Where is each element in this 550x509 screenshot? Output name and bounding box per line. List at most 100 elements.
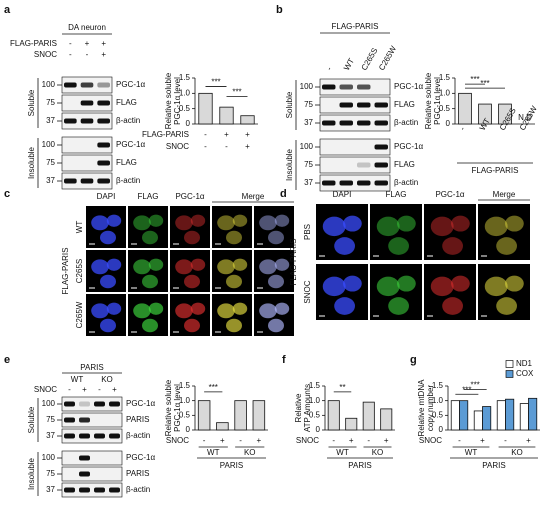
sign: - <box>98 385 101 394</box>
band-label: β-actin <box>394 118 418 127</box>
group-label: FLAG-PARIS <box>289 239 298 286</box>
nucleus <box>232 214 248 227</box>
nucleus <box>268 230 284 245</box>
sign: + <box>224 130 229 139</box>
blot-band <box>357 120 371 126</box>
panel-letter: g <box>410 354 417 366</box>
sign: - <box>367 436 370 445</box>
nucleus <box>274 302 290 315</box>
band-label: β-actin <box>126 485 150 494</box>
row-label: PBS <box>303 224 312 240</box>
band-label: PGC-1α <box>116 140 145 149</box>
band-label: PGC-1α <box>126 453 155 462</box>
row-label: C265W <box>75 301 84 328</box>
blot-band <box>64 401 75 407</box>
nucleus <box>397 275 416 292</box>
significance: *** <box>480 79 489 88</box>
nucleus <box>91 303 109 319</box>
nucleus <box>484 276 508 297</box>
blot-band <box>97 118 110 124</box>
blot-band <box>322 84 336 90</box>
marker-label: 100 <box>300 142 314 151</box>
blot-band <box>374 162 388 168</box>
marker-label: 75 <box>46 158 55 167</box>
annotation: N.D <box>518 113 532 122</box>
nucleus <box>133 259 151 275</box>
blot-band <box>374 120 388 126</box>
y-tick-label: 1.0 <box>439 88 451 97</box>
row-label: SNOC <box>419 436 442 445</box>
bar <box>458 92 472 125</box>
fraction-label: Soluble <box>285 91 294 118</box>
blot-band <box>79 487 90 493</box>
sign: - <box>504 436 507 445</box>
blot-band <box>109 433 120 439</box>
marker-label: 75 <box>304 100 313 109</box>
bar <box>197 400 211 431</box>
nucleus <box>259 259 277 275</box>
nucleus <box>100 318 116 333</box>
sign: - <box>204 142 207 151</box>
sign: - <box>458 436 461 445</box>
blot-band <box>374 180 388 186</box>
group-label: KO <box>244 448 256 457</box>
bar <box>380 408 393 431</box>
y-tick-label: 0 <box>186 425 191 434</box>
bar <box>362 401 375 431</box>
nucleus <box>259 215 277 231</box>
sign: + <box>526 436 531 445</box>
sign: + <box>257 436 262 445</box>
nucleus <box>451 275 470 292</box>
blot-band <box>322 120 336 126</box>
band-label: PARIS <box>126 469 149 478</box>
marker-label: 37 <box>304 118 313 127</box>
nucleus <box>133 215 151 231</box>
nucleus <box>148 258 164 271</box>
sign: + <box>245 130 250 139</box>
sign: + <box>480 436 485 445</box>
blot-band <box>94 401 105 407</box>
column-label: Merge <box>242 192 265 201</box>
blot-header: FLAG-PARIS <box>332 22 379 31</box>
y-tick-label: 0.5 <box>179 410 191 419</box>
nucleus <box>259 303 277 319</box>
bar <box>345 417 358 431</box>
group-label: WT <box>336 448 349 457</box>
y-axis-label: PGC-1α level <box>173 77 182 125</box>
bar <box>198 92 213 125</box>
blot-band <box>339 180 353 186</box>
y-tick-label: 1.5 <box>432 381 444 390</box>
band-label: PGC-1α <box>126 399 155 408</box>
column-label: FLAG <box>138 192 159 201</box>
fraction-label: Soluble <box>27 89 36 116</box>
row-label: FLAG-PARIS <box>10 39 57 48</box>
marker-label: 100 <box>42 399 56 408</box>
band-label: β-actin <box>394 178 418 187</box>
significance: *** <box>209 383 218 392</box>
micrograph <box>370 204 422 260</box>
x-tick-label: - <box>458 125 467 132</box>
row-label: SNOC <box>166 142 189 151</box>
y-tick-label: 1.0 <box>179 396 191 405</box>
nucleus <box>376 276 400 297</box>
nucleus <box>226 274 242 289</box>
footer-label: PARIS <box>482 461 505 470</box>
y-tick-label: 1.5 <box>309 381 321 390</box>
y-axis-label: Relative mtDNA <box>417 379 426 437</box>
lane-label: WT <box>342 57 356 72</box>
row-label: SNOC <box>34 385 57 394</box>
blot-band <box>80 118 94 124</box>
blot-band <box>79 433 90 439</box>
nucleus <box>184 318 200 333</box>
group-label: WT <box>207 448 220 457</box>
band-label: PGC-1α <box>116 80 145 89</box>
row-label: FLAG-PARIS <box>142 130 189 139</box>
nucleus <box>226 318 242 333</box>
y-tick-label: 0.5 <box>309 410 321 419</box>
y-tick-label: 1.5 <box>179 381 191 390</box>
band-label: FLAG <box>116 98 137 107</box>
marker-label: 100 <box>42 453 56 462</box>
panel-letter: f <box>282 354 286 366</box>
nucleus <box>397 215 416 232</box>
blot-band <box>357 180 371 186</box>
